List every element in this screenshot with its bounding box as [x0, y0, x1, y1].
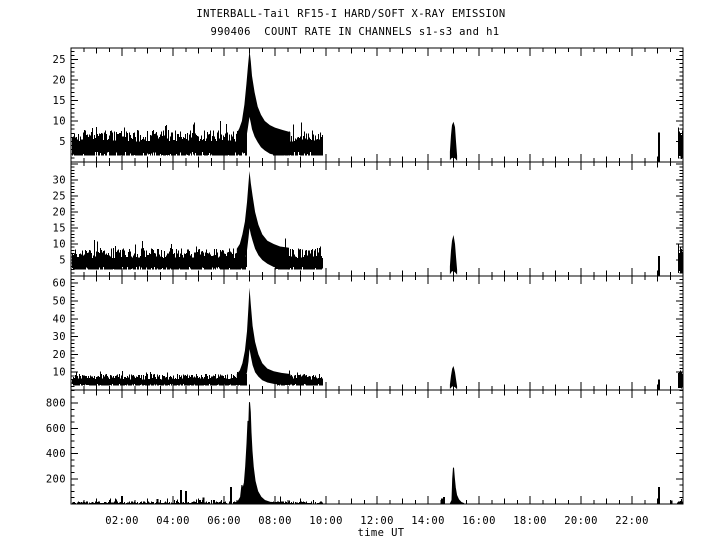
y-tick-label: 20 — [53, 349, 66, 361]
plot-subtitle: 990406 COUNT RATE IN CHANNELS s1-s3 and … — [210, 26, 500, 38]
axis-ticks — [71, 276, 683, 390]
noise-band — [678, 243, 683, 273]
data-spike — [442, 497, 445, 504]
panel-frame — [70, 389, 684, 505]
noise-band — [72, 240, 247, 270]
flare-envelope — [449, 235, 458, 275]
y-tick-label: 10 — [53, 116, 66, 128]
panel-h1: 200 400 600 800 — [46, 389, 684, 505]
x-tick-label: 16:00 — [462, 515, 496, 527]
y-tick-label: 800 — [46, 398, 66, 410]
x-tick-label: 18:00 — [513, 515, 547, 527]
noise-band — [72, 119, 247, 156]
noise-band — [677, 498, 683, 504]
x-tick-label: 14:00 — [411, 515, 445, 527]
data-spike — [670, 500, 673, 504]
axis-ticks — [71, 390, 683, 504]
noise-band — [72, 371, 247, 386]
data-spike — [184, 490, 187, 504]
panel-frame — [70, 275, 684, 391]
x-tick-label: 04:00 — [156, 515, 190, 527]
x-tick-label: 08:00 — [258, 515, 292, 527]
data-spike — [657, 379, 660, 390]
data-spike — [198, 500, 201, 504]
panel-s3: 10 20 30 40 50 60 — [53, 275, 684, 391]
y-tick-label: 15 — [53, 95, 66, 107]
data-spike — [212, 500, 215, 504]
data-spike — [657, 487, 660, 504]
y-tick-label: 600 — [46, 423, 66, 435]
y-tick-label: 5 — [59, 136, 66, 148]
flare-envelope — [449, 366, 458, 390]
data-spike — [441, 498, 443, 504]
y-tick-label: 5 — [59, 255, 66, 267]
flare-envelope — [449, 121, 458, 161]
y-tick-label: 400 — [46, 448, 66, 460]
y-tick-label: 20 — [53, 207, 66, 219]
flare-envelope — [236, 50, 291, 156]
data-spike — [180, 489, 183, 504]
y-tick-label: 200 — [46, 473, 66, 485]
y-tick-label: 25 — [53, 190, 66, 202]
y-tick-label: 60 — [53, 278, 66, 290]
flare-curve — [449, 467, 465, 505]
flare-curve — [233, 402, 277, 505]
data-spike — [202, 497, 205, 504]
y-tick-label: 40 — [53, 313, 66, 325]
data-spike — [657, 132, 660, 162]
x-tick-label: 12:00 — [360, 515, 394, 527]
x-tick-label: 10:00 — [309, 515, 343, 527]
axis-ticks — [71, 162, 683, 276]
plot-title: INTERBALL-Tail RF15-I HARD/SOFT X-RAY EM… — [196, 8, 506, 20]
y-tick-label: 25 — [53, 54, 66, 66]
data-spike — [156, 499, 159, 504]
y-tick-label: 20 — [53, 75, 66, 87]
data-spike — [657, 256, 660, 276]
flare-envelope — [236, 171, 289, 270]
x-tick-label: 06:00 — [207, 515, 241, 527]
y-tick-label: 50 — [53, 295, 66, 307]
y-tick-label: 10 — [53, 239, 66, 251]
panel-s1: 5 10 15 20 25 — [53, 47, 684, 163]
axis-ticks — [71, 48, 683, 162]
y-tick-label: 30 — [53, 174, 66, 186]
y-tick-label: 10 — [53, 367, 66, 379]
x-tick-label: 20:00 — [564, 515, 598, 527]
panel-s2: 5 10 15 20 25 30 — [53, 161, 684, 277]
data-spike — [230, 487, 233, 504]
y-tick-label: 30 — [53, 331, 66, 343]
x-axis-label: time UT — [357, 527, 405, 539]
x-tick-label: 22:00 — [615, 515, 649, 527]
flare-envelope — [236, 287, 291, 386]
x-tick-label: 02:00 — [105, 515, 139, 527]
y-tick-label: 15 — [53, 223, 66, 235]
